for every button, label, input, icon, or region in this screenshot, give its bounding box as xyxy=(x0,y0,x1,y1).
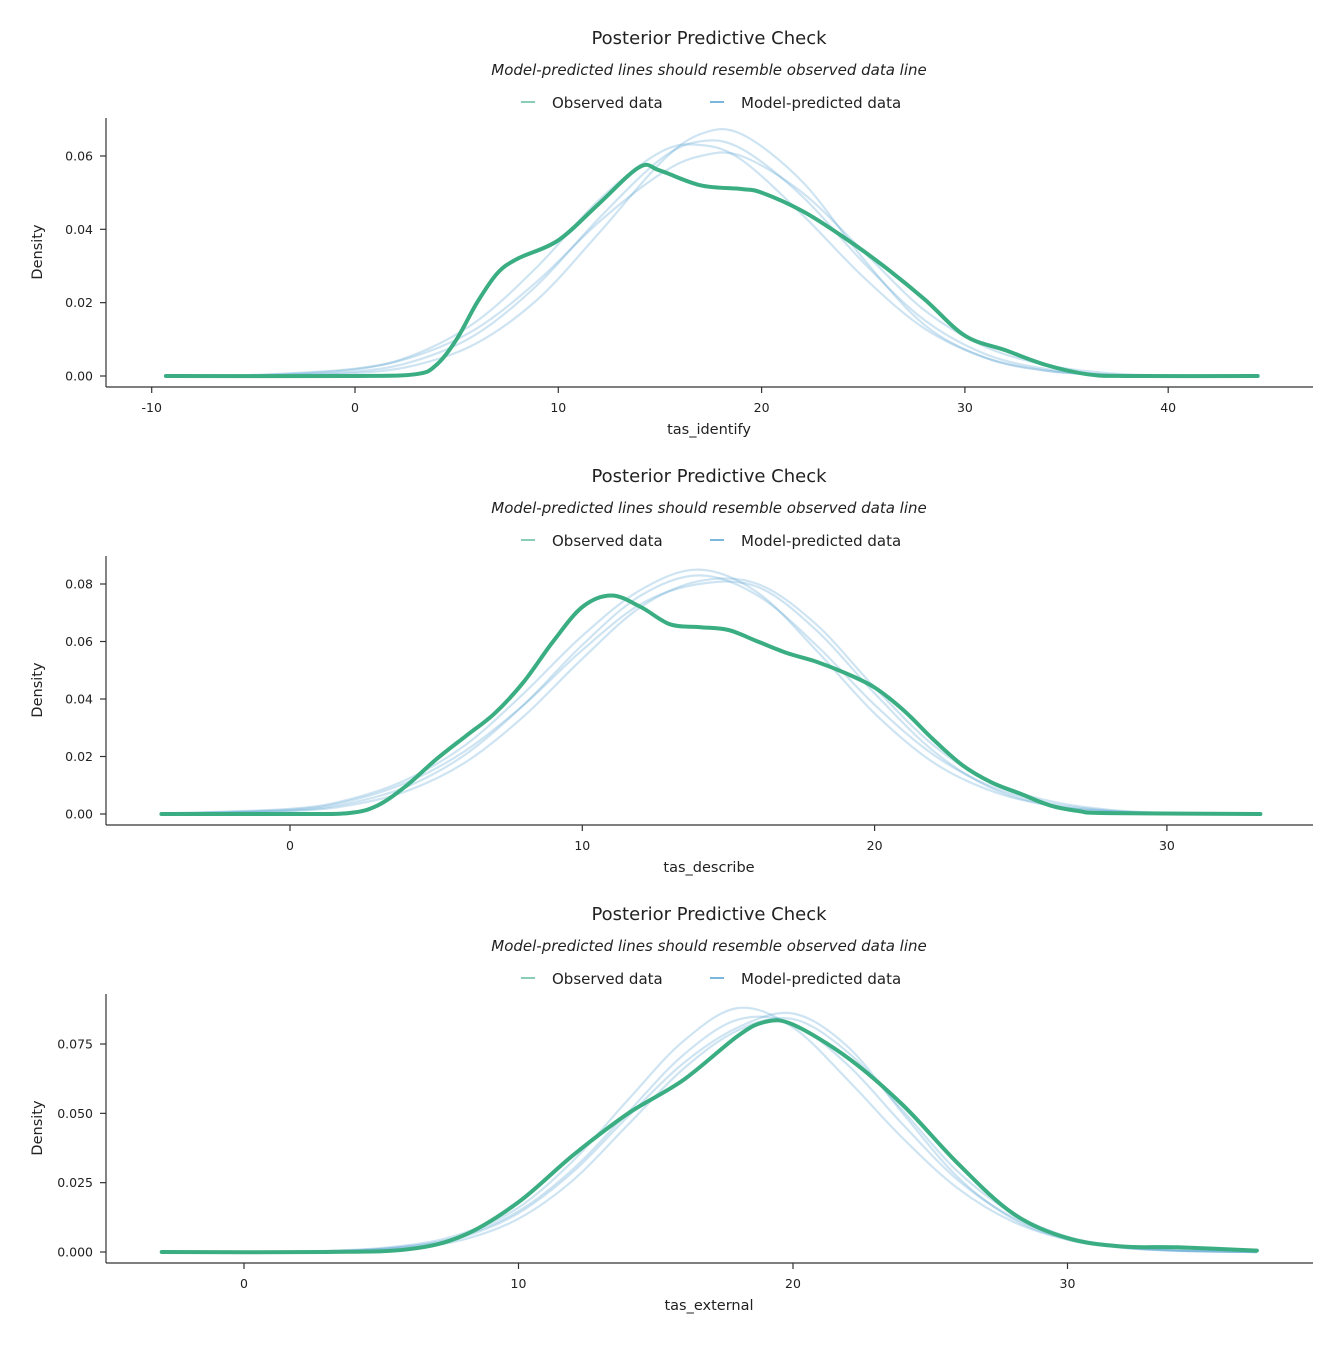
y-tick-label: 0.00 xyxy=(65,807,93,822)
x-axis-label: tas_external xyxy=(664,1298,753,1314)
x-tick-label: 0 xyxy=(351,400,359,415)
x-tick-label: 0 xyxy=(286,838,294,853)
x-tick-label: 30 xyxy=(957,400,973,415)
y-tick-label: 0.02 xyxy=(65,295,93,310)
y-tick-label: 0.02 xyxy=(65,749,93,764)
x-tick-label: 20 xyxy=(754,400,770,415)
x-tick-label: 30 xyxy=(1159,838,1175,853)
y-tick-label: 0.000 xyxy=(57,1245,93,1260)
predicted-draw-line-3 xyxy=(161,568,1261,816)
x-axis-label: tas_identify xyxy=(667,422,751,438)
predicted-draw-line-2 xyxy=(165,128,1258,378)
chart-title: Posterior Predictive Check xyxy=(591,28,827,49)
legend-predicted-label: Model-predicted data xyxy=(741,532,901,550)
y-tick-label: 0.025 xyxy=(57,1175,93,1190)
chart-subtitle: Model-predicted lines should resemble ob… xyxy=(491,937,926,955)
y-tick-label: 0.04 xyxy=(65,222,93,237)
predicted-draw-line-3 xyxy=(161,1016,1257,1254)
legend: Observed data Model-predicted data xyxy=(521,970,901,988)
y-tick-label: 0.08 xyxy=(65,577,93,592)
x-tick-label: 0 xyxy=(240,1276,248,1291)
x-tick-label: 10 xyxy=(511,1276,527,1291)
predicted-draw-line-4 xyxy=(165,143,1258,378)
y-tick-label: 0.04 xyxy=(65,692,93,707)
observed-data-line xyxy=(163,162,1260,379)
predicted-draw-line-4 xyxy=(161,577,1261,816)
observed-data-line xyxy=(159,593,1263,817)
observed-data-line xyxy=(159,1018,1259,1255)
panel-tas_identify: Posterior Predictive Check Model-predicte… xyxy=(30,28,1313,438)
legend-predicted-label: Model-predicted data xyxy=(741,970,901,988)
chart-title: Posterior Predictive Check xyxy=(591,904,827,925)
y-axis-label: Density xyxy=(30,1100,46,1156)
predicted-draw-line-1 xyxy=(161,574,1261,816)
y-tick-label: 0.06 xyxy=(65,148,93,163)
x-axis-label: tas_describe xyxy=(663,860,754,876)
y-axis-label: Density xyxy=(30,224,46,280)
predicted-draw-line-1 xyxy=(165,139,1258,378)
chart-subtitle: Model-predicted lines should resemble ob… xyxy=(491,499,926,517)
x-tick-label: 30 xyxy=(1060,1276,1076,1291)
chart-subtitle: Model-predicted lines should resemble ob… xyxy=(491,61,926,79)
panel-tas_external: Posterior Predictive Check Model-predicte… xyxy=(30,904,1313,1314)
x-tick-label: -10 xyxy=(141,400,161,415)
x-tick-label: 20 xyxy=(867,838,883,853)
y-tick-label: 0.00 xyxy=(65,369,93,384)
y-tick-label: 0.050 xyxy=(57,1106,93,1121)
y-tick-label: 0.06 xyxy=(65,634,93,649)
x-tick-label: 10 xyxy=(550,400,566,415)
panel-tas_describe: Posterior Predictive Check Model-predicte… xyxy=(30,466,1313,876)
legend-observed-label: Observed data xyxy=(552,94,663,112)
predicted-draw-line-2 xyxy=(161,580,1261,816)
x-tick-label: 40 xyxy=(1160,400,1176,415)
x-tick-label: 10 xyxy=(574,838,590,853)
x-tick-label: 20 xyxy=(785,1276,801,1291)
y-axis-label: Density xyxy=(30,662,46,718)
chart-title: Posterior Predictive Check xyxy=(591,466,827,487)
legend-predicted-label: Model-predicted data xyxy=(741,94,901,112)
legend: Observed data Model-predicted data xyxy=(521,532,901,550)
legend-observed-label: Observed data xyxy=(552,532,663,550)
predicted-draw-line-1 xyxy=(161,1015,1257,1254)
legend-observed-label: Observed data xyxy=(552,970,663,988)
legend: Observed data Model-predicted data xyxy=(521,94,901,112)
y-tick-label: 0.075 xyxy=(57,1037,93,1052)
